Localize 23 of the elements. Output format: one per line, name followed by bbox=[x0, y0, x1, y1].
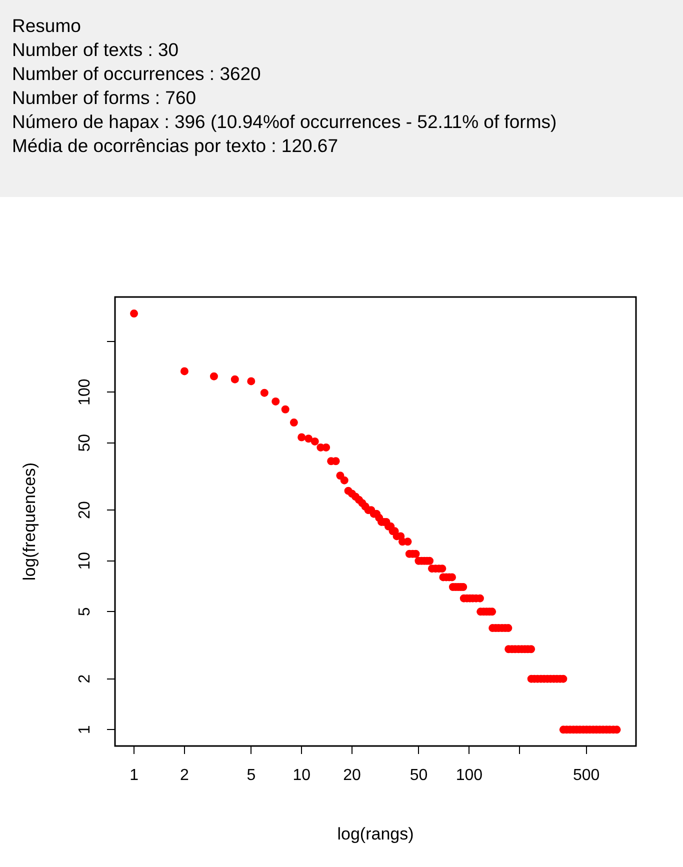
y-tick-label: 2 bbox=[76, 674, 94, 684]
y-tick-label: 10 bbox=[76, 552, 94, 570]
x-tick-label: 5 bbox=[246, 767, 256, 784]
y-tick-label: 1 bbox=[76, 725, 94, 734]
text: Number of occurrences : 3620 bbox=[12, 62, 262, 86]
chart-title: Resumo bbox=[12, 14, 82, 38]
x-tick-label: 10 bbox=[292, 767, 311, 784]
y-axis-title: log(frequences) bbox=[20, 462, 39, 581]
text: Number of texts : 30 bbox=[12, 38, 180, 62]
x-tick-label: 1 bbox=[130, 767, 139, 784]
x-tick-label: 20 bbox=[343, 767, 362, 784]
x-tick-label: 2 bbox=[180, 767, 190, 784]
text: Média de ocorrências por texto : 120.67 bbox=[12, 134, 339, 158]
text: Number of forms : 760 bbox=[12, 86, 198, 110]
x-axis-title: log(rangs) bbox=[337, 824, 414, 844]
y-tick-label: 50 bbox=[76, 434, 94, 452]
y-tick-label: 100 bbox=[76, 378, 94, 406]
y-tick-label: 5 bbox=[76, 607, 94, 616]
x-tick-label: 500 bbox=[572, 767, 600, 784]
text: Número de hapax : 396 (10.94%of occurrences - 52.11% of forms) bbox=[12, 110, 558, 134]
x-tick-label: 100 bbox=[456, 767, 483, 784]
y-tick-label: 20 bbox=[76, 501, 94, 519]
x-tick-label: 50 bbox=[410, 767, 428, 784]
